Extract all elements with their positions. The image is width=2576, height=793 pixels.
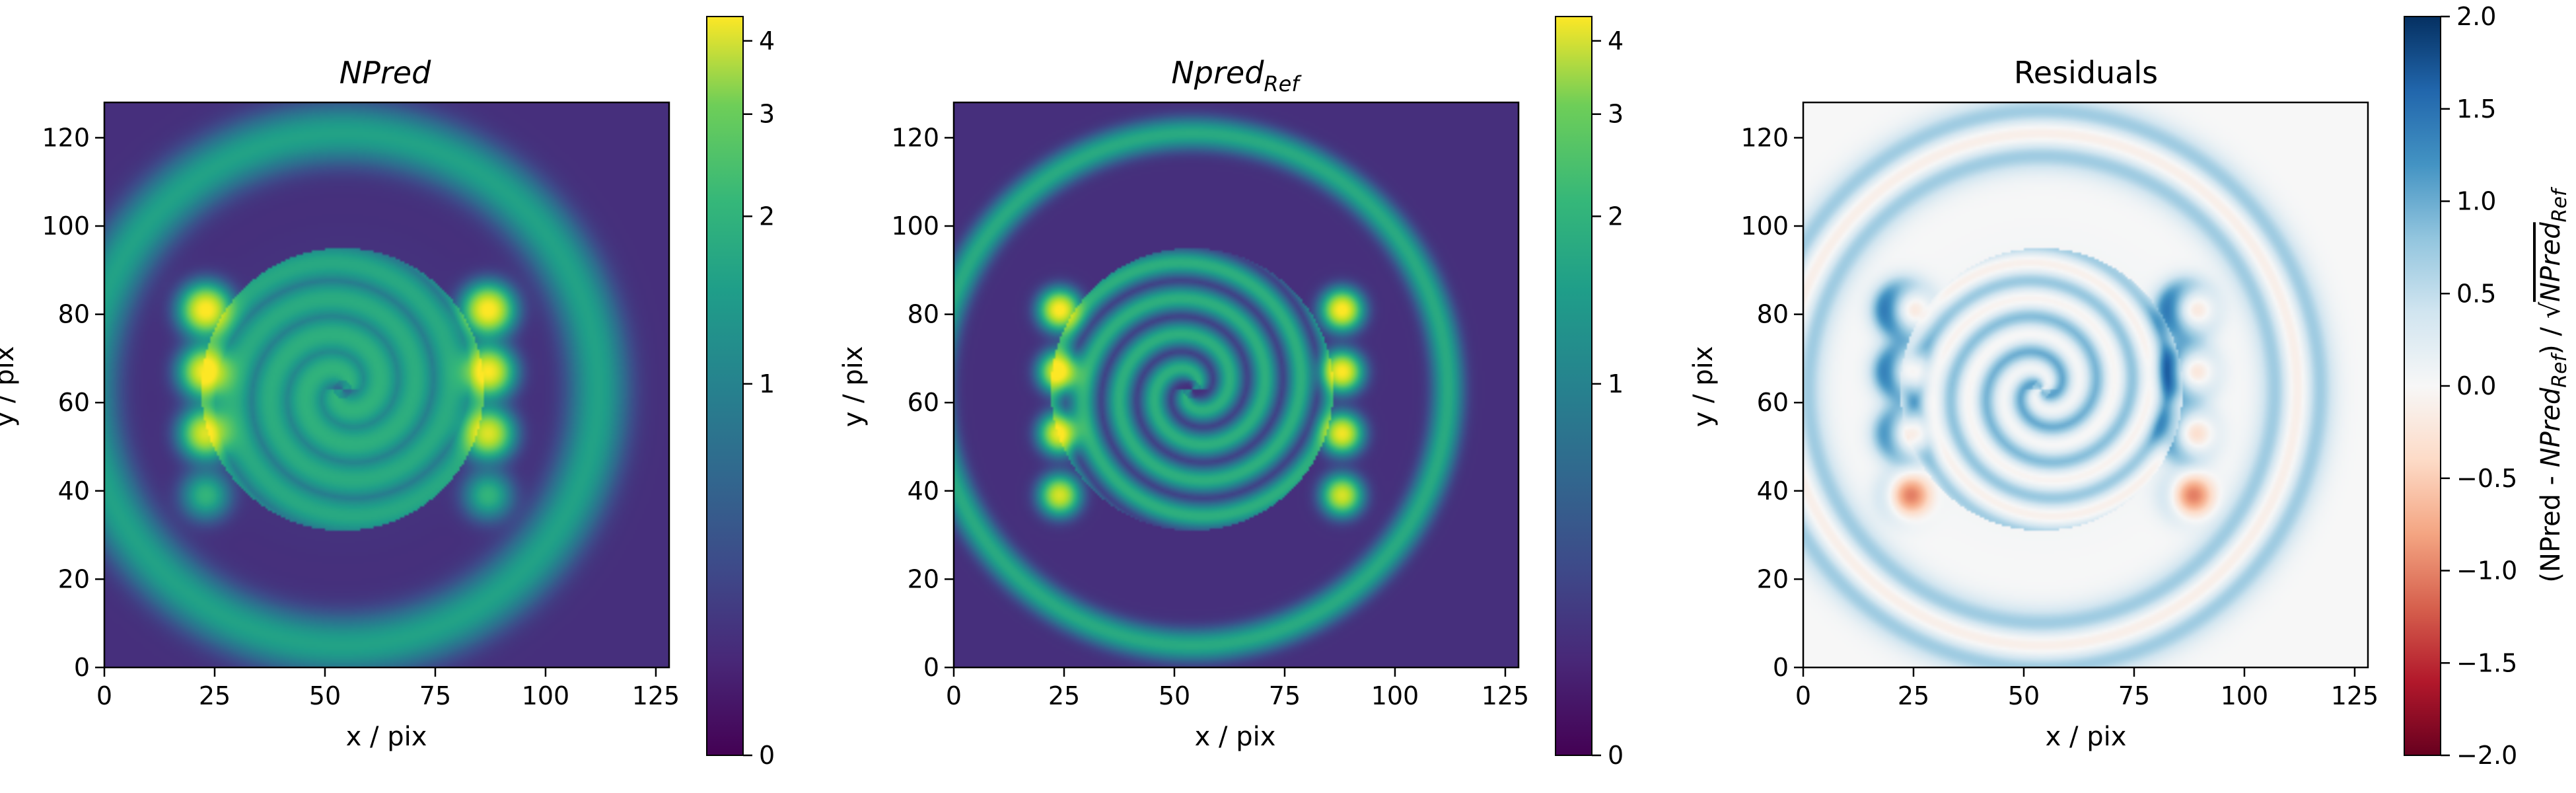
y-tick-label: 80: [908, 300, 939, 329]
colorbar-tick-label: 2: [1608, 202, 1624, 231]
panel-npred-ref: NpredRef 0 25 50 75 100 125 0 20 40 60 80 100 120 x…: [838, 55, 1529, 752]
colorbar-tick-label: 0: [1608, 741, 1624, 770]
colorbar-tick-label: 1: [1608, 369, 1624, 398]
x-tick-label: 75: [1269, 681, 1301, 710]
y-tick-label: 0: [74, 653, 90, 682]
ylabel-npred-ref: y / pix: [838, 346, 869, 428]
colorbar-gradient-npred: [706, 16, 744, 756]
y-tick-label: 60: [58, 388, 90, 417]
plot-frame-residuals: [1802, 101, 2369, 669]
y-tick-label: 120: [42, 123, 90, 152]
colorbar-npred-ref: 0 1 2 3 4: [1555, 16, 1624, 770]
x-tick-label: 25: [1898, 681, 1929, 710]
heatmap-npred-ref: [954, 102, 1519, 667]
y-axis-residuals: 0 20 40 60 80 100 120: [1740, 123, 1803, 682]
x-tick-label: 25: [199, 681, 231, 710]
x-tick-label: 125: [632, 681, 680, 710]
colorbar-tick-label: 3: [759, 100, 775, 129]
x-tick-label: 50: [2008, 681, 2040, 710]
panel-npred: NPred 0 25 50 75 100 125 0 20 40 60 80 100 120 x / …: [0, 55, 680, 752]
colorbar-tick-label: −1.5: [2456, 648, 2517, 677]
y-tick-label: 100: [42, 211, 90, 241]
colorbar-tick-label: 2.0: [2456, 2, 2496, 31]
y-tick-label: 120: [1740, 123, 1789, 152]
y-tick-label: 0: [923, 653, 939, 682]
colorbar-residuals: 2.0 1.5 1.0 0.5 0.0 −0.5 −1.0 −1.5 −2.0 (NPred -…: [2404, 2, 2571, 770]
y-tick-label: 20: [908, 564, 939, 593]
xlabel-npred: x / pix: [346, 722, 427, 752]
x-tick-label: 125: [2331, 681, 2379, 710]
heatmap-npred: [104, 102, 669, 667]
colorbar-tick-label: 0.5: [2456, 279, 2496, 308]
colorbar-ticks-residuals: 2.0 1.5 1.0 0.5 0.0 −0.5 −1.0 −1.5 −2.0: [2441, 2, 2517, 770]
y-axis-npred: 0 20 40 60 80 100 120: [42, 123, 104, 682]
colorbar-tick-label: 0.0: [2456, 371, 2496, 400]
title-npred-ref: NpredRef: [1171, 55, 1302, 96]
x-tick-label: 25: [1048, 681, 1080, 710]
colorbar-tick-label: 2: [759, 202, 775, 231]
y-tick-label: 80: [58, 300, 90, 329]
x-axis-npred-ref: 0 25 50 75 100 125: [946, 667, 1529, 710]
y-tick-label: 100: [891, 211, 939, 241]
x-tick-label: 100: [1371, 681, 1419, 710]
title-npred: NPred: [340, 55, 431, 91]
y-tick-label: 60: [1757, 388, 1789, 417]
x-axis-residuals: 0 25 50 75 100 125: [1795, 667, 2379, 710]
colorbar-tick-label: 4: [759, 26, 775, 56]
colorbar-tick-label: 1.5: [2456, 94, 2496, 124]
colorbar-ticks-npred-ref: 0 1 2 3 4: [1592, 26, 1624, 770]
y-tick-label: 60: [908, 388, 939, 417]
y-tick-label: 20: [1757, 564, 1789, 593]
heatmap-residuals: [1803, 102, 2368, 667]
xlabel-npred-ref: x / pix: [1195, 722, 1276, 752]
colorbar-tick-label: 3: [1608, 100, 1624, 129]
x-tick-label: 75: [2118, 681, 2150, 710]
x-tick-label: 0: [1795, 681, 1811, 710]
panel-residuals: Residuals 0 25 50 75 100 125 020406080100120 …: [1688, 55, 2379, 752]
x-tick-label: 0: [96, 681, 112, 710]
colorbar-gradient-npred-ref: [1555, 16, 1592, 756]
x-tick-label: 100: [522, 681, 570, 710]
x-tick-label: 50: [1159, 681, 1190, 710]
y-tick-label: 40: [908, 476, 939, 506]
colorbar-tick-label: −0.5: [2456, 464, 2517, 493]
y-tick-label: 80: [1757, 300, 1789, 329]
y-tick-label: 40: [1757, 476, 1789, 506]
colorbar-tick-label: 1: [759, 369, 775, 398]
y-tick-label: 40: [58, 476, 90, 506]
colorbar-tick-label: 0: [759, 741, 775, 770]
ylabel-residuals: y / pix: [1688, 346, 1719, 428]
colorbar-tick-label: −2.0: [2456, 741, 2517, 770]
colorbar-tick-label: 1.0: [2456, 187, 2496, 216]
colorbar-npred: 0 1 2 3 4: [706, 16, 775, 770]
y-tick-label: 0: [1773, 653, 1789, 682]
y-tick-label: 120: [891, 123, 939, 152]
colorbar-tick-label: 4: [1608, 26, 1624, 56]
plot-frame-npred-ref: [952, 101, 1520, 669]
y-tick-label: 20: [58, 564, 90, 593]
colorbar-label-residuals: (NPred - NPredRef) / √NPredRef: [2536, 186, 2571, 583]
x-axis-npred: 0 25 50 75 100 125: [96, 667, 680, 710]
x-tick-label: 100: [2221, 681, 2269, 710]
xlabel-residuals: x / pix: [2046, 722, 2127, 752]
ylabel-npred: y / pix: [0, 346, 20, 428]
x-tick-label: 75: [419, 681, 451, 710]
y-tick-label: 100: [1740, 211, 1789, 241]
plot-frame-npred: [103, 101, 670, 669]
title-residuals: Residuals: [2014, 55, 2158, 91]
x-tick-label: 50: [309, 681, 341, 710]
y-axis-npred-ref: 0 20 40 60 80 100 120: [891, 123, 954, 682]
x-tick-label: 0: [946, 681, 962, 710]
colorbar-tick-label: −1.0: [2456, 556, 2517, 585]
colorbar-ticks-npred: 0 1 2 3 4: [743, 26, 775, 770]
x-tick-label: 125: [1482, 681, 1530, 710]
colorbar-gradient-residuals: [2404, 16, 2441, 756]
